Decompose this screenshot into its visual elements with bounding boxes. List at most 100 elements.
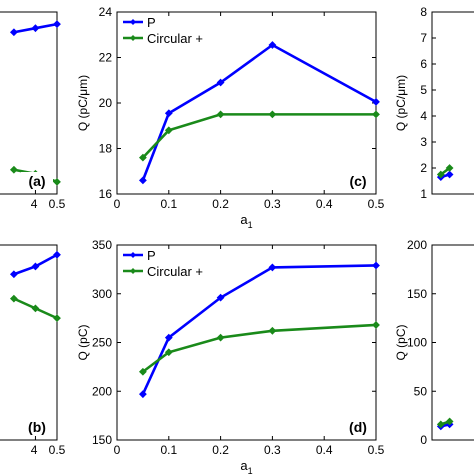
x-tick-label-a: 0.5 [49,197,66,211]
y-tick-label-f: 0 [420,433,427,447]
data-point-b-series-0 [9,270,18,279]
data-point-a-series-1 [53,177,61,186]
data-point-d-p [268,263,277,272]
panel-a: 4 0.5 (a) [0,11,66,211]
data-point-c-p [138,176,147,185]
data-point-c-circular [268,110,277,119]
data-point-d-p [138,390,147,399]
data-point-c-circular [372,110,380,119]
data-point-c-p [164,109,173,118]
y-tick-label-f: 150 [407,287,427,301]
data-point-a-series-1 [9,165,18,174]
y-tick-label-f: 100 [407,336,427,350]
x-tick-label-d: 0.5 [368,443,385,457]
y-tick-label-e: 3 [420,135,427,149]
x-axis-label-d: a1 [240,458,252,474]
panel-label-a: (a) [28,173,45,189]
legend-marker-d-1 [130,268,136,274]
legend-label-d-1: Circular + [147,264,203,279]
data-point-b-series-1 [9,294,18,303]
axes-frame-a [0,11,58,195]
y-tick-label-f: 200 [407,238,427,252]
data-point-b-series-1 [53,314,61,323]
panel-label-bg-a [21,172,53,190]
y-tick-label-d: 350 [92,238,112,252]
x-tick-label-d: 0.3 [264,443,281,457]
data-point-c-p [268,41,277,49]
data-point-d-circular [216,333,225,342]
data-point-d-p [372,261,380,270]
panel-label-c: (c) [349,173,366,189]
y-tick-label-e: 6 [420,57,427,71]
panel-label-bg-c [342,172,374,190]
data-point-d-circular [164,348,173,357]
x-tick-label-d: 0 [114,443,121,457]
legend-marker-c-1 [130,35,136,41]
y-axis-label-d: Q (pC) [76,324,90,360]
x-axis-label-sub-c: 1 [248,220,253,230]
y-tick-label-f: 50 [414,384,428,398]
panel-b: 4 0.5(b) [0,244,66,457]
legend-label-c-1: Circular + [147,31,203,46]
data-point-d-p [216,293,225,302]
y-tick-label-c: 22 [99,51,113,65]
data-point-a-series-0 [31,24,40,33]
y-tick-label-e: 5 [420,83,427,97]
y-tick-label-e: 8 [420,5,427,19]
axes-frame-b [0,244,58,441]
data-point-c-p [216,78,225,87]
panel-label-b: (b) [28,419,46,435]
x-tick-label-d: 0.2 [212,443,229,457]
series-line-d-p [141,264,377,395]
data-point-c-p [372,97,380,106]
y-tick-label-c: 20 [99,96,113,110]
data-point-e-series-0 [445,170,454,179]
x-tick-label-c: 0.5 [368,197,385,211]
x-tick-label-c: 0.4 [316,197,333,211]
data-point-b-series-0 [53,250,61,259]
data-point-a-series-0 [53,20,61,29]
x-tick-label-d: 0.4 [316,443,333,457]
legend-label-d-0: P [147,248,156,263]
y-tick-label-e: 2 [420,161,427,175]
data-point-b-series-0 [31,262,40,271]
data-point-d-circular [268,326,277,335]
data-point-d-p [164,333,173,342]
x-tick-label-c: 0.1 [160,197,177,211]
data-point-e-series-1 [436,170,445,179]
legend-marker-d-0 [130,252,136,258]
data-point-b-series-1 [31,304,40,313]
data-point-d-circular [372,321,380,329]
legend-label-c-0: P [147,15,156,30]
panel-e: 1 2 3 4 5 6 7 8 Q (pC/μm) [394,5,474,201]
y-tick-label-e: 7 [420,31,427,45]
x-tick-label-b: 0.5 [49,443,66,457]
data-point-c-circular [138,153,147,162]
y-axis-label-f: Q (pC) [394,324,408,360]
data-point-e-series-1 [445,164,454,172]
x-tick-label-c: 0.3 [264,197,281,211]
x-tick-label-d: 0.1 [160,443,177,457]
panel-f: 0 50 100 150 200 Q (pC) [394,238,474,447]
data-point-f-series-1 [445,417,454,426]
axes-frame-e [431,11,474,195]
y-tick-label-d: 300 [92,287,112,301]
data-point-a-series-0 [9,28,18,37]
y-tick-label-c: 24 [99,5,113,19]
y-tick-label-c: 16 [99,187,113,201]
x-axis-label-sub-d: 1 [248,466,253,474]
legend-marker-c-0 [130,19,136,25]
x-axis-label-c: a1 [240,212,252,230]
axes-frame-f [431,244,474,441]
x-tick-label-c: 0.2 [212,197,229,211]
series-line-c-p [141,43,377,181]
data-point-c-circular [216,110,225,119]
y-tick-label-d: 150 [92,433,112,447]
x-tick-label-a: 4 [31,197,38,211]
y-tick-label-e: 1 [420,187,427,201]
panel-c: 16 18 20 22 24 0 0.1 0.2 0.3 0.4 0.5 a1 Q (pC/μm) PCi… [76,5,385,230]
panel-d: 150 200 250 300 350 0 0.1 0.2 0.3 0.4 0.5 a1 Q (pC) P… [76,238,385,474]
x-tick-label-c: 0 [114,197,121,211]
series-line-c-circular [141,113,376,159]
